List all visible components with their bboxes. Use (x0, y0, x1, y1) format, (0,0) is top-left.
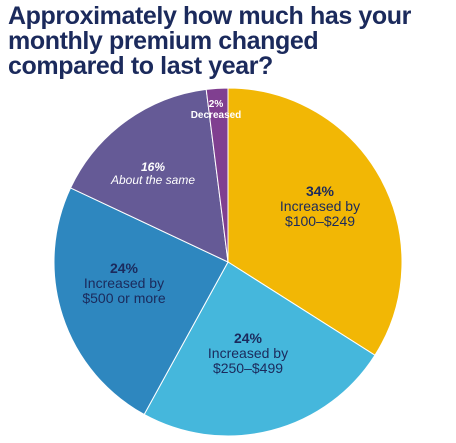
chart-title: Approximately how much has your monthly … (8, 4, 448, 79)
slice-percent-4: 16% (141, 160, 165, 174)
pie-slice-1 (227, 87, 403, 356)
slice-percent-1: 34% (306, 183, 335, 199)
slice-label-5: 2% Decreased (191, 99, 242, 121)
slice-text-4-1: About the same (110, 173, 195, 187)
pie-slice-3 (53, 187, 229, 416)
slice-percent-5: 2% (209, 99, 224, 110)
slice-text-2-2: $250–$499 (213, 360, 283, 376)
slice-text-2-1: Increased by (208, 345, 288, 361)
chart-title-line-2: monthly premium changed (8, 27, 319, 55)
slice-text-3-2: $500 or more (82, 290, 165, 306)
slice-text-1-2: $100–$249 (285, 213, 355, 229)
pie-slice-5 (205, 87, 229, 263)
slice-text-5-1: Decreased (191, 110, 242, 121)
pie-slice-4 (69, 88, 229, 263)
chart-title-line-3: compared to last year? (8, 52, 273, 80)
chart-title-line-1: Approximately how much has your (8, 2, 411, 30)
pie-slices (53, 87, 403, 437)
slice-label-4: 16% About the same (110, 160, 195, 187)
slice-text-1-1: Increased by (280, 198, 360, 214)
slice-text-3-1: Increased by (84, 275, 164, 291)
slice-label-1: 34% Increased by $100–$249 (280, 183, 360, 229)
slice-percent-2: 24% (234, 330, 263, 346)
slice-label-2: 24% Increased by $250–$499 (208, 330, 288, 376)
pie-slice-2 (143, 261, 376, 437)
slice-percent-3: 24% (110, 260, 139, 276)
slice-label-3: 24% Increased by $500 or more (82, 260, 165, 306)
